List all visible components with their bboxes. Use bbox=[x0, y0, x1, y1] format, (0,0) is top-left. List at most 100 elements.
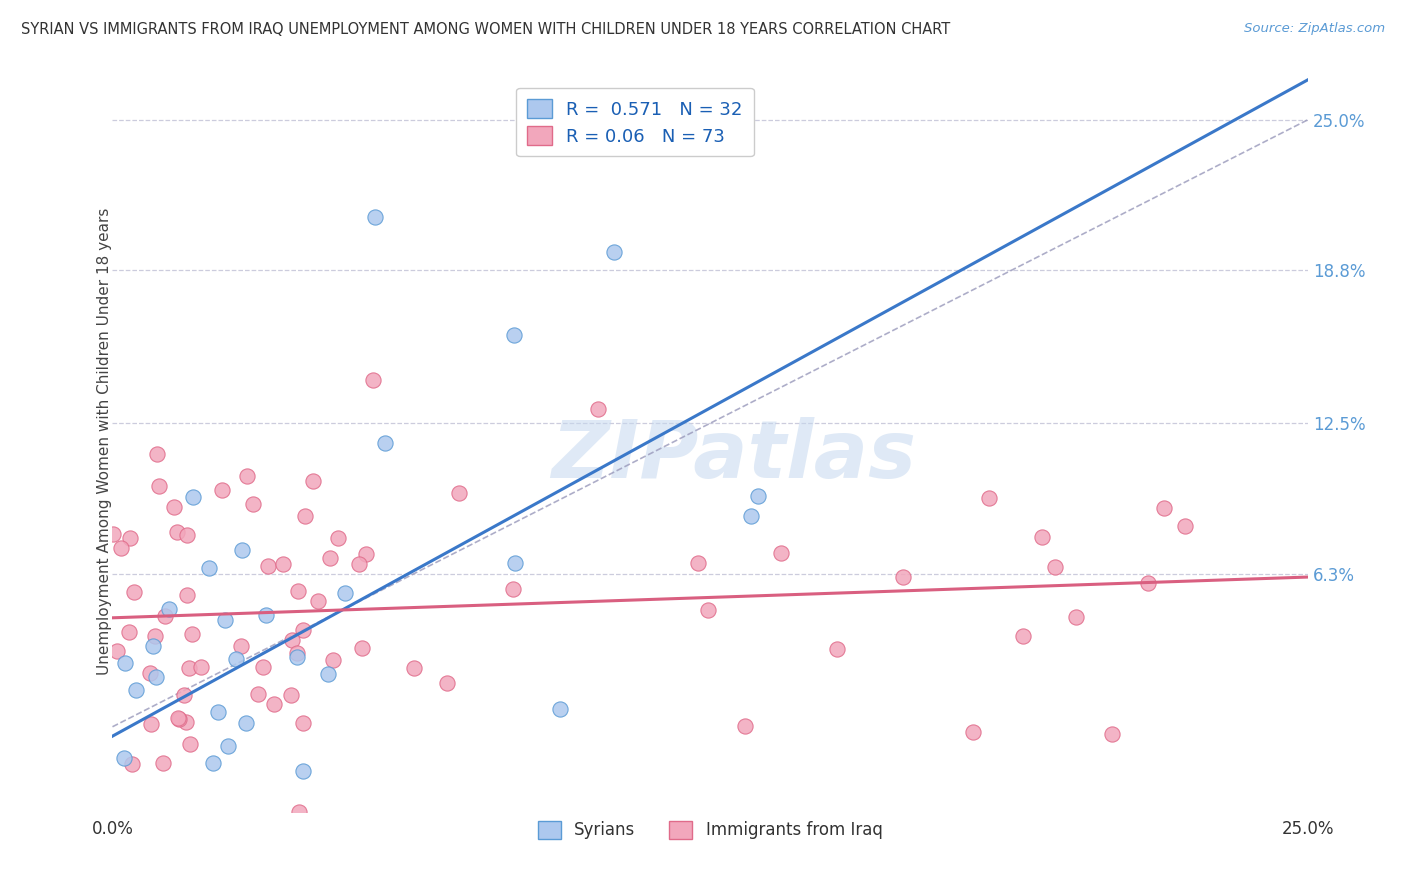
Point bbox=[825, 641, 848, 656]
Point bbox=[176, 528, 198, 542]
Point bbox=[125, 682, 148, 697]
Point bbox=[740, 509, 762, 524]
Point bbox=[142, 640, 165, 654]
Point bbox=[110, 541, 132, 555]
Point bbox=[603, 244, 626, 259]
Point bbox=[179, 737, 201, 751]
Point bbox=[207, 706, 229, 720]
Point bbox=[1043, 560, 1066, 574]
Point bbox=[114, 656, 136, 670]
Point bbox=[977, 491, 1000, 506]
Point bbox=[236, 468, 259, 483]
Point bbox=[167, 712, 190, 726]
Point bbox=[734, 719, 756, 733]
Point bbox=[347, 558, 370, 572]
Point bbox=[155, 608, 177, 623]
Point bbox=[307, 594, 329, 608]
Point bbox=[291, 764, 314, 779]
Point bbox=[333, 586, 356, 600]
Point bbox=[1136, 575, 1159, 590]
Point bbox=[218, 847, 240, 861]
Point bbox=[287, 583, 309, 598]
Point bbox=[271, 558, 294, 572]
Point bbox=[696, 603, 718, 617]
Point bbox=[166, 711, 188, 725]
Point bbox=[326, 532, 349, 546]
Text: ZIPatlas: ZIPatlas bbox=[551, 417, 917, 495]
Point bbox=[235, 716, 257, 731]
Point bbox=[1101, 727, 1123, 741]
Point bbox=[143, 629, 166, 643]
Point bbox=[176, 588, 198, 602]
Point bbox=[318, 550, 340, 565]
Point bbox=[157, 602, 180, 616]
Text: Source: ZipAtlas.com: Source: ZipAtlas.com bbox=[1244, 22, 1385, 36]
Point bbox=[769, 546, 792, 560]
Point bbox=[254, 607, 277, 622]
Point bbox=[1031, 530, 1053, 544]
Point bbox=[962, 724, 984, 739]
Point bbox=[1153, 501, 1175, 516]
Point bbox=[145, 670, 167, 684]
Point bbox=[211, 483, 233, 497]
Text: SYRIAN VS IMMIGRANTS FROM IRAQ UNEMPLOYMENT AMONG WOMEN WITH CHILDREN UNDER 18 Y: SYRIAN VS IMMIGRANTS FROM IRAQ UNEMPLOYM… bbox=[21, 22, 950, 37]
Point bbox=[287, 646, 309, 660]
Point bbox=[148, 479, 170, 493]
Point bbox=[294, 509, 316, 524]
Point bbox=[354, 547, 377, 561]
Point bbox=[1174, 518, 1197, 533]
Point bbox=[138, 666, 160, 681]
Point bbox=[231, 543, 253, 558]
Point bbox=[374, 435, 396, 450]
Point bbox=[364, 210, 387, 224]
Point bbox=[229, 640, 252, 654]
Point bbox=[436, 676, 458, 690]
Point bbox=[891, 570, 914, 584]
Point bbox=[502, 327, 524, 342]
Legend: Syrians, Immigrants from Iraq: Syrians, Immigrants from Iraq bbox=[529, 813, 891, 847]
Point bbox=[103, 527, 125, 541]
Point bbox=[257, 559, 280, 574]
Point bbox=[152, 756, 174, 770]
Point bbox=[214, 613, 236, 627]
Point bbox=[586, 401, 609, 416]
Point bbox=[291, 715, 314, 730]
Point bbox=[252, 660, 274, 674]
Point bbox=[177, 661, 200, 675]
Point bbox=[118, 625, 141, 640]
Point bbox=[120, 532, 142, 546]
Point bbox=[688, 556, 710, 570]
Point bbox=[247, 688, 270, 702]
Point bbox=[363, 373, 385, 387]
Point bbox=[280, 688, 302, 702]
Point bbox=[202, 756, 225, 770]
Point bbox=[139, 859, 162, 873]
Point bbox=[225, 652, 247, 666]
Point bbox=[145, 447, 167, 461]
Point bbox=[181, 626, 204, 640]
Point bbox=[402, 661, 425, 675]
Point bbox=[301, 474, 323, 488]
Point bbox=[322, 653, 344, 667]
Point bbox=[173, 688, 195, 702]
Point bbox=[112, 750, 135, 764]
Point bbox=[141, 716, 163, 731]
Point bbox=[449, 486, 471, 500]
Point bbox=[217, 739, 239, 753]
Point bbox=[162, 500, 184, 514]
Point bbox=[281, 633, 304, 648]
Point bbox=[747, 489, 769, 503]
Point bbox=[263, 697, 285, 711]
Y-axis label: Unemployment Among Women with Children Under 18 years: Unemployment Among Women with Children U… bbox=[97, 208, 111, 675]
Point bbox=[502, 582, 524, 596]
Point bbox=[121, 756, 143, 771]
Point bbox=[190, 660, 212, 674]
Point bbox=[291, 623, 314, 637]
Point bbox=[1066, 609, 1088, 624]
Point bbox=[181, 490, 204, 504]
Point bbox=[550, 702, 572, 716]
Point bbox=[107, 644, 129, 658]
Point bbox=[503, 556, 526, 570]
Point bbox=[288, 805, 311, 819]
Point bbox=[287, 649, 309, 664]
